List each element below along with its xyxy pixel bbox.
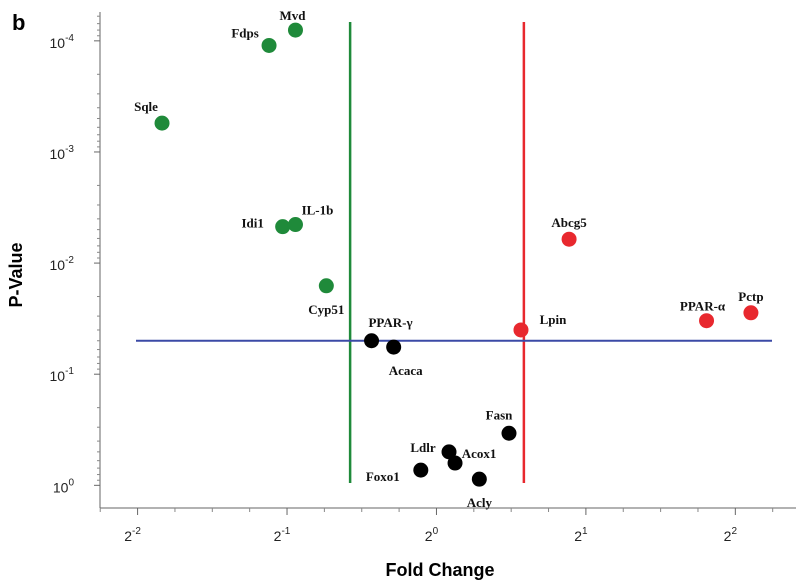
data-point xyxy=(386,339,402,355)
y-tick-label: 100 xyxy=(53,477,75,495)
x-tick-label: 2-2 xyxy=(124,526,141,544)
axes: 10-4 10-3 10-2 10-1 100 2-2 2-1 20 21 22 xyxy=(50,12,796,544)
x-axis-title: Fold Change xyxy=(386,560,495,580)
data-point xyxy=(287,22,303,38)
point-label: Fasn xyxy=(486,407,514,422)
x-tick-label: 22 xyxy=(724,526,738,544)
y-tick-label: 10-4 xyxy=(50,33,75,51)
data-point xyxy=(561,231,577,247)
x-tick-label: 21 xyxy=(574,526,588,544)
threshold-lines xyxy=(136,22,772,483)
y-axis-title: P-Value xyxy=(6,242,26,307)
point-labels: Mvd Fdps Sqle IL-1b Idi1 Cyp51 Abcg5 PPAR-α Pctp… xyxy=(134,8,763,510)
point-label: Idi1 xyxy=(241,216,263,231)
point-label: Sqle xyxy=(134,99,158,114)
point-label: Pctp xyxy=(738,289,763,304)
point-label: PPAR-α xyxy=(680,299,726,314)
data-point xyxy=(154,115,170,131)
point-label: Mvd xyxy=(279,8,306,23)
point-label: Ldlr xyxy=(410,440,436,455)
point-label: Cyp51 xyxy=(308,302,344,317)
point-label: Acox1 xyxy=(462,446,497,461)
point-label: Acaca xyxy=(389,363,423,378)
y-tick-label: 10-1 xyxy=(50,366,75,384)
data-point xyxy=(318,278,334,294)
point-label: Abcg5 xyxy=(551,215,587,230)
point-label: Acly xyxy=(467,495,493,510)
data-point xyxy=(447,455,463,471)
point-label: IL-1b xyxy=(302,203,334,218)
data-point xyxy=(699,313,715,329)
data-point xyxy=(743,305,759,321)
point-label: Foxo1 xyxy=(366,469,400,484)
data-point xyxy=(471,471,487,487)
data-point xyxy=(513,322,529,338)
x-tick-label: 20 xyxy=(425,526,439,544)
data-point xyxy=(287,217,303,233)
data-point xyxy=(261,37,277,53)
y-tick-label: 10-3 xyxy=(50,144,75,162)
data-point xyxy=(275,219,291,235)
point-label: Lpin xyxy=(540,312,568,327)
panel-label: b xyxy=(12,10,26,35)
data-points xyxy=(154,22,759,487)
data-point xyxy=(413,462,429,478)
point-label: PPAR-γ xyxy=(368,315,412,330)
data-point xyxy=(441,444,457,460)
data-point xyxy=(364,333,380,349)
x-tick-label: 2-1 xyxy=(274,526,291,544)
data-point xyxy=(501,425,517,441)
point-label: Fdps xyxy=(231,25,258,40)
y-tick-label: 10-2 xyxy=(50,255,75,273)
